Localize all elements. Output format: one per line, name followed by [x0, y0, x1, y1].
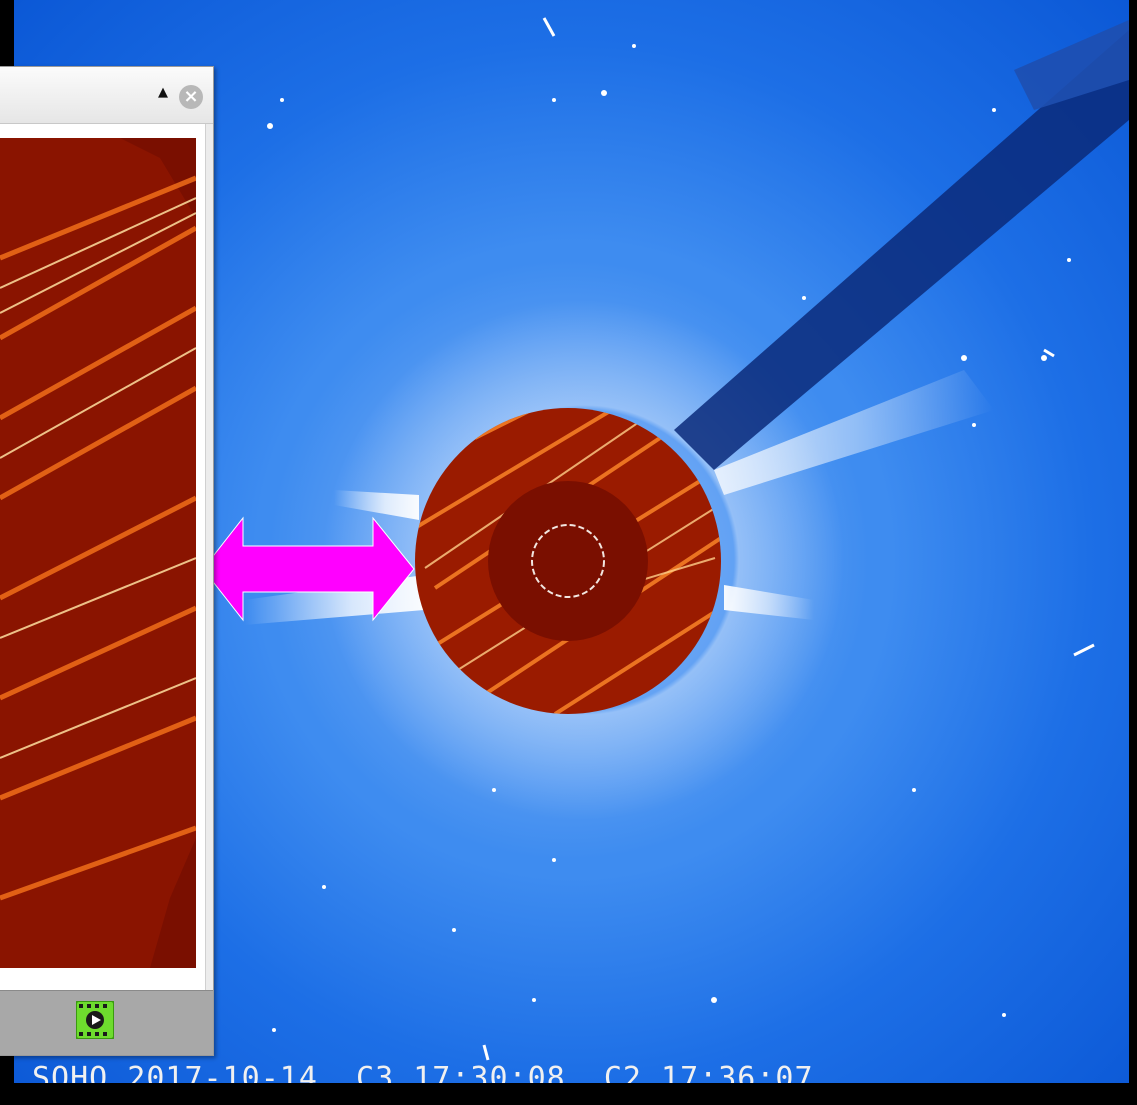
soho-timestamp-caption: SOHO 2017-10-14 C3 17:30:08 C2 17:36:07 — [32, 1061, 814, 1083]
inner-occulter — [488, 481, 648, 641]
close-icon[interactable]: × — [179, 85, 203, 109]
viewer-body — [0, 124, 206, 990]
streamer-left-upper — [334, 490, 419, 520]
triangle-up-icon[interactable]: ▲ — [158, 85, 168, 100]
star-streaks — [482, 17, 1095, 1061]
viewer-footer — [0, 990, 213, 1055]
solar-loops-image — [0, 138, 196, 968]
streamer-right-upper — [714, 370, 994, 495]
viewer-titlebar[interactable]: ▲ × — [0, 67, 213, 124]
double-headed-arrow — [203, 516, 415, 622]
streamer-right-lower — [724, 585, 814, 620]
sun-outline-circle — [531, 524, 605, 598]
sun-occulter-disk — [415, 408, 721, 714]
cme-dark-band — [674, 30, 1129, 470]
solar-image-preview — [0, 138, 196, 968]
cme-edge — [1014, 20, 1129, 110]
movie-play-icon[interactable] — [76, 1001, 114, 1039]
stars — [267, 44, 1071, 1032]
image-viewer-window: ▲ × — [0, 66, 214, 1056]
